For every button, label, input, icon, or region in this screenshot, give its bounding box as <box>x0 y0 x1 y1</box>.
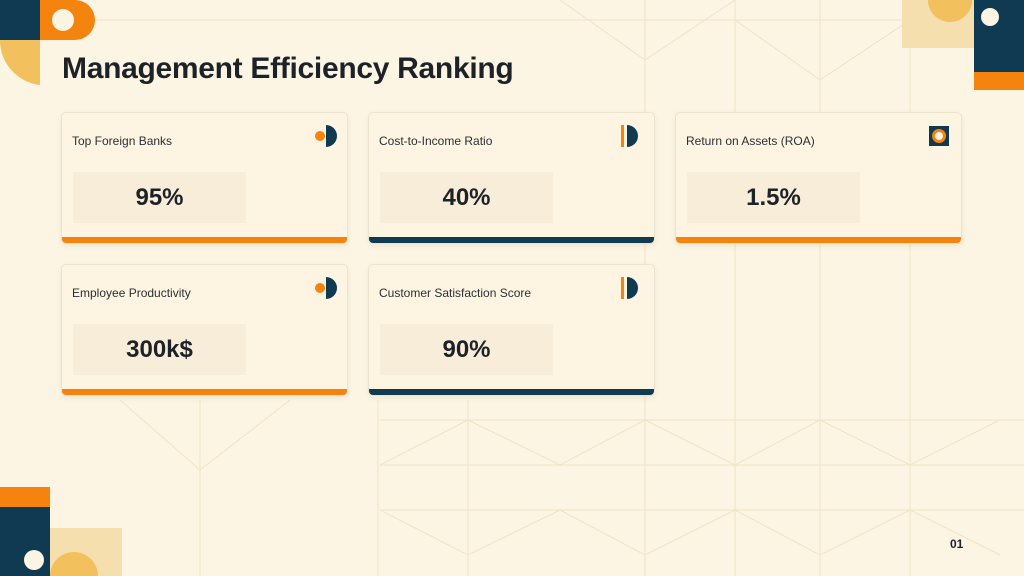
accent-bar <box>369 389 654 395</box>
dot-half-circle-icon <box>315 125 337 147</box>
metric-label: Top Foreign Banks <box>72 134 173 148</box>
metric-value-box: 1.5% <box>687 172 860 223</box>
metric-value-box: 90% <box>380 324 553 375</box>
bar-half-circle-icon <box>621 125 638 147</box>
ring-square-icon <box>929 126 949 146</box>
metric-value: 1.5% <box>746 183 801 211</box>
metric-value-box: 300k$ <box>73 324 246 375</box>
metric-value: 90% <box>442 335 491 363</box>
accent-bar <box>369 237 654 243</box>
metric-label: Customer Satisfaction Score <box>379 286 532 300</box>
metric-card-roa: Return on Assets (ROA) 1.5% <box>675 112 962 244</box>
metric-label: Cost-to-Income Ratio <box>379 134 493 148</box>
metric-value: 300k$ <box>126 335 193 363</box>
bar-half-circle-icon <box>621 277 638 299</box>
page-number: 01 <box>950 537 964 551</box>
accent-bar <box>676 237 961 243</box>
metric-card-employee-productivity: Employee Productivity 300k$ <box>61 264 348 396</box>
metric-label: Employee Productivity <box>72 286 191 300</box>
metric-value: 40% <box>442 183 491 211</box>
accent-bar <box>62 237 347 243</box>
metric-card-customer-satisfaction: Customer Satisfaction Score 90% <box>368 264 655 396</box>
page-title: Management Efficiency Ranking <box>62 52 514 85</box>
metric-value: 95% <box>135 183 184 211</box>
dot-half-circle-icon <box>315 277 337 299</box>
accent-bar <box>62 389 347 395</box>
metric-value-box: 40% <box>380 172 553 223</box>
metric-label: Return on Assets (ROA) <box>686 134 815 148</box>
metric-value-box: 95% <box>73 172 246 223</box>
metric-card-cost-to-income: Cost-to-Income Ratio 40% <box>368 112 655 244</box>
metric-card-top-foreign-banks: Top Foreign Banks 95% <box>61 112 348 244</box>
